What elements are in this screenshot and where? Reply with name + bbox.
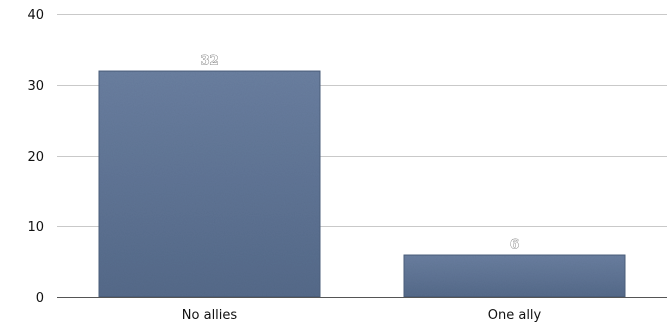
data-labels: 32 6 xyxy=(200,53,519,253)
bars xyxy=(98,70,626,298)
data-label: 6 xyxy=(510,238,519,253)
bar-outline xyxy=(98,70,321,297)
y-tick-label: 10 xyxy=(27,220,44,235)
y-tick-label: 20 xyxy=(27,150,44,165)
y-tick-label: 40 xyxy=(27,8,44,23)
y-axis-ticks: 0 10 20 30 40 xyxy=(27,8,44,306)
bar xyxy=(98,70,321,297)
x-axis-categories: No allies One ally xyxy=(182,308,542,323)
y-tick-label: 30 xyxy=(27,79,44,94)
bar-outline xyxy=(403,254,626,298)
bar xyxy=(403,254,626,297)
data-label: 32 xyxy=(200,54,218,69)
x-category-label: One ally xyxy=(488,308,542,323)
x-category-label: No allies xyxy=(182,308,238,323)
y-tick-label: 0 xyxy=(36,291,44,306)
